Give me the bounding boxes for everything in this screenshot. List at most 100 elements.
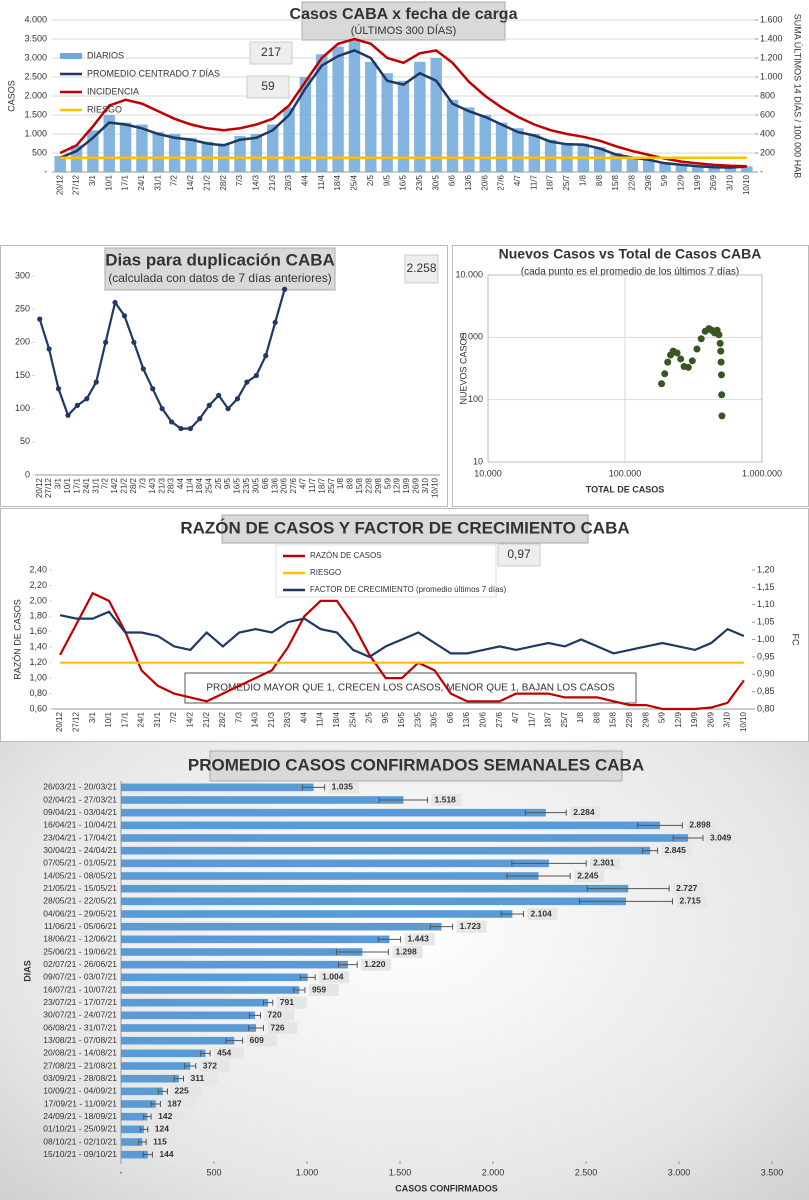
bar: [121, 986, 300, 994]
x-tick-label: 11/4: [317, 174, 326, 190]
error-bar: [506, 873, 571, 879]
error-bar: [138, 1139, 147, 1145]
x-tick-label: 14/3: [148, 477, 157, 493]
error-bar: [139, 1126, 149, 1133]
point: [684, 363, 692, 371]
data-label-box: [706, 832, 737, 844]
y-tick-label: 1.000: [24, 128, 47, 138]
y-tick-label: 10.000: [455, 269, 483, 279]
data-label-box: [676, 895, 707, 908]
point: [178, 425, 184, 432]
point: [216, 392, 222, 398]
bar: [121, 1049, 206, 1058]
panel-border: [452, 245, 809, 507]
error-bar: [173, 1075, 184, 1082]
error-bar: [150, 1101, 161, 1107]
error-bar: [262, 999, 274, 1006]
x-tick-label: 11/4: [186, 477, 195, 493]
y-tick-label: 04/06/21 - 29/05/21: [43, 908, 117, 918]
y-tick-label: 28/05/21 - 22/05/21: [43, 896, 117, 906]
y-tick-label: 2.000: [24, 90, 47, 100]
bar: [168, 134, 181, 172]
point: [272, 319, 278, 326]
point: [253, 372, 259, 379]
data-label: 791: [280, 997, 294, 1007]
y-tick-label: 150: [15, 370, 30, 380]
x-tick-label: 16/5: [233, 477, 242, 493]
y-tick-label: 2.500: [24, 71, 47, 81]
y-tick-label: 23/04/21 - 17/04/21: [43, 832, 117, 842]
data-label-box: [264, 1009, 295, 1022]
point: [715, 331, 723, 339]
y2-tick-label: 800: [760, 90, 775, 100]
point: [197, 416, 203, 422]
point: [717, 347, 725, 355]
data-label: 2.104: [531, 908, 553, 918]
x-tick-label: 6/6: [448, 174, 457, 186]
bar: [463, 107, 475, 172]
x-tick-label: 16/5: [397, 711, 406, 727]
annotation: 59: [261, 79, 275, 93]
data-label: 720: [268, 1010, 282, 1020]
chart-panel: Casos CABA x fecha de carga(ÚLTIMOS 300 …: [6, 1, 803, 195]
y2-tick-label: 0,95: [757, 651, 775, 661]
plot-frame: [487, 274, 763, 463]
bar: [348, 39, 361, 172]
panel-border: [0, 245, 448, 507]
bar: [643, 158, 655, 172]
data-label-box: [361, 958, 392, 971]
x-tick-label: 15/8: [355, 477, 364, 493]
x-tick-label: 13/6: [270, 477, 279, 493]
data-label-box: [570, 806, 601, 819]
y-tick-label: 16/04/21 - 10/04/21: [43, 820, 117, 830]
x-tick-label: 7/3: [235, 174, 244, 186]
error-bar: [511, 860, 587, 867]
line: [59, 37, 747, 168]
annotation: 0,97: [507, 547, 531, 561]
point: [168, 419, 175, 425]
bar: [121, 872, 539, 880]
legend-label: INCIDENCIA: [87, 86, 139, 96]
error-bar: [157, 1088, 168, 1095]
x-tick-label: 1/8: [336, 477, 345, 489]
data-label-box: [187, 1072, 218, 1085]
x-tick-label: 29/8: [374, 477, 383, 493]
x-tick-label: 29/8: [641, 711, 650, 727]
point: [718, 412, 726, 420]
data-label-box: [574, 870, 605, 882]
y-tick-label: 1,60: [29, 626, 47, 636]
y-tick-label: 2,40: [29, 564, 47, 574]
x-tick-label: 21/2: [202, 174, 211, 190]
data-label-box: [171, 1085, 202, 1098]
y-tick-label: 200: [15, 337, 30, 347]
bar: [121, 922, 442, 931]
bar: [121, 1087, 163, 1096]
error-bar: [586, 885, 670, 892]
bar: [121, 1024, 257, 1032]
bar: [121, 1062, 191, 1070]
y2-tick-label: 600: [760, 109, 775, 119]
bar: [381, 73, 393, 172]
bar: [121, 998, 269, 1007]
x-tick-label: 5/9: [383, 477, 392, 489]
y-tick-label: 1,80: [29, 611, 47, 621]
point: [688, 357, 696, 365]
x-tick-label: 1/8: [576, 711, 585, 723]
y-axis-title: CASOS: [6, 80, 16, 112]
point: [131, 339, 137, 345]
data-label-box: [155, 1110, 186, 1123]
point: [65, 412, 71, 418]
x-tick-label: 14/2: [186, 174, 195, 190]
x-tick-label: 3/10: [421, 477, 430, 493]
bar: [185, 137, 197, 172]
x-tick-label: 21/2: [202, 711, 211, 727]
x-tick-label: 30/5: [431, 174, 440, 190]
x-axis-title: CASOS CONFIRMADOS: [395, 1183, 498, 1193]
bar: [544, 139, 557, 172]
data-label-box: [661, 844, 692, 857]
x-tick-label: 28/3: [284, 174, 293, 190]
x-tick-label: 28/2: [218, 711, 227, 727]
bar: [121, 948, 363, 956]
y-tick-label: 02/04/21 - 27/03/21: [43, 794, 117, 804]
y-tick-label: 1.500: [24, 109, 47, 119]
